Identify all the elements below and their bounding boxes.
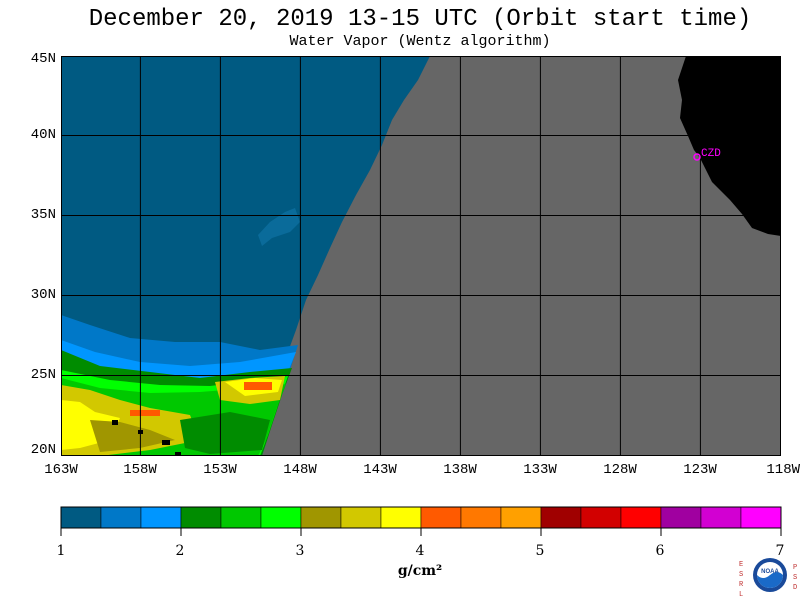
map-grid [61, 56, 781, 456]
lat-label: 40N [30, 127, 56, 143]
lat-label: 20N [30, 442, 56, 458]
colorbar-swatch [700, 506, 742, 529]
colorbar-swatch [220, 506, 262, 529]
colorbar-swatch [540, 506, 582, 529]
logo-right-letters: PSD [793, 564, 798, 592]
lat-label: 30N [30, 287, 56, 303]
lon-label: 128W [603, 462, 637, 478]
colorbar-swatch [420, 506, 462, 529]
lon-label: 118W [766, 462, 800, 478]
colorbar-swatch [380, 506, 422, 529]
colorbar-swatch [500, 506, 542, 529]
lat-label: 45N [30, 51, 56, 67]
map-frame [61, 56, 781, 456]
lon-label: 133W [523, 462, 557, 478]
lat-label: 35N [30, 207, 56, 223]
colorbar [60, 506, 782, 536]
island [112, 420, 118, 425]
logo-center-text: NOAA [761, 569, 779, 575]
chart-title: December 20, 2019 13-15 UTC (Orbit start… [88, 6, 752, 33]
colorbar-swatch [740, 506, 782, 529]
island [175, 452, 181, 456]
colorbar-swatch [580, 506, 622, 529]
colorbar-swatch [140, 506, 182, 529]
lon-label: 143W [363, 462, 397, 478]
colorbar-units: g/cm² [397, 563, 443, 579]
noaa-logo: NOAA [753, 558, 787, 592]
colorbar-tick-label: 4 [415, 543, 425, 559]
colorbar-swatch [260, 506, 302, 529]
colorbar-tick-label: 1 [56, 543, 66, 559]
colorbar-tick-label: 3 [295, 543, 305, 559]
island [162, 440, 170, 445]
water-vapor-high-spot [130, 410, 160, 416]
lon-label: 163W [44, 462, 78, 478]
colorbar-swatch [60, 506, 102, 529]
colorbar-swatch [340, 506, 382, 529]
colorbar-tick-label: 2 [175, 543, 185, 559]
colorbar-swatch [460, 506, 502, 529]
station-label: CZD [701, 148, 721, 160]
lon-label: 158W [123, 462, 157, 478]
colorbar-swatch [100, 506, 142, 529]
colorbar-swatch [180, 506, 222, 529]
water-vapor-band-8 [90, 420, 175, 452]
water-vapor-band-11 [180, 412, 270, 454]
colorbar-tick-label: 5 [535, 543, 545, 559]
water-vapor-high-spot [244, 382, 272, 390]
colorbar-swatch [620, 506, 662, 529]
logo-left-letters: ESRL [739, 561, 744, 599]
lon-label: 123W [683, 462, 717, 478]
colorbar-tick-label: 6 [655, 543, 665, 559]
lon-label: 148W [283, 462, 317, 478]
chart-subtitle: Water Vapor (Wentz algorithm) [289, 33, 551, 50]
colorbar-tick-label: 7 [775, 543, 785, 559]
lon-label: 138W [443, 462, 477, 478]
station-marker [693, 153, 701, 161]
land-north-america [678, 56, 781, 236]
water-vapor-patch [258, 208, 300, 246]
colorbar-swatch [300, 506, 342, 529]
lon-label: 153W [203, 462, 237, 478]
colorbar-swatch [660, 506, 702, 529]
lat-label: 25N [30, 367, 56, 383]
